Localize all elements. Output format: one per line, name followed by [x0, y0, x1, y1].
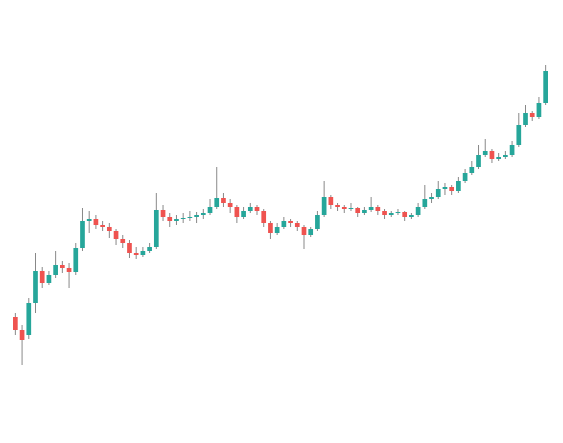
candle-body: [348, 208, 354, 209]
candle-body: [536, 103, 542, 117]
candle-body: [180, 218, 186, 219]
candle-body: [388, 213, 394, 215]
candle-body: [113, 231, 119, 239]
candle-body: [435, 189, 441, 197]
candle-body: [200, 213, 206, 215]
candle-body: [469, 167, 475, 173]
candle-body: [341, 207, 347, 209]
candle-body: [80, 221, 85, 248]
candle-body: [476, 155, 481, 167]
candle-body: [489, 151, 495, 159]
candle-body: [160, 210, 166, 217]
candle-body: [234, 207, 240, 217]
candle-body: [19, 330, 25, 340]
candle-body: [86, 219, 92, 221]
candle-body: [73, 248, 79, 272]
candle-body: [221, 198, 226, 203]
candle-body: [174, 219, 179, 221]
candle-body: [375, 207, 381, 211]
candle-body: [140, 251, 146, 255]
candle-body: [496, 157, 502, 159]
candle-body: [93, 219, 99, 225]
candle-body: [261, 211, 267, 223]
candle-body: [268, 223, 273, 233]
candle-body: [523, 113, 528, 125]
candle-body: [39, 271, 45, 283]
candle-body: [368, 207, 374, 210]
candle-body: [503, 155, 508, 157]
candle-body: [147, 247, 152, 251]
candle-body: [106, 227, 112, 231]
candle-body: [362, 210, 367, 213]
candle-body: [462, 173, 468, 181]
candle-body: [187, 217, 193, 218]
candle-body: [153, 210, 159, 247]
candle-body: [247, 207, 253, 211]
candle-body: [100, 225, 105, 227]
candle-body: [281, 221, 287, 227]
candle-body: [355, 208, 361, 213]
candle-body: [382, 211, 387, 215]
candle-body: [133, 253, 139, 255]
candle-body: [456, 181, 461, 191]
candle-body: [53, 265, 58, 275]
candle-body: [516, 125, 522, 145]
candle-body: [395, 212, 401, 213]
candle-body: [214, 198, 220, 207]
candle-body: [529, 113, 535, 117]
candle-body: [241, 211, 246, 217]
candle-body: [59, 265, 65, 268]
candle-body: [46, 275, 52, 283]
candle-body: [167, 217, 173, 221]
candle-body: [308, 229, 314, 235]
candle-body: [402, 212, 408, 217]
candle-body: [509, 145, 515, 155]
candle-body: [66, 268, 72, 272]
candle-body: [321, 197, 327, 215]
candle-body: [120, 239, 126, 243]
candle-body: [415, 207, 421, 215]
candle-body: [127, 243, 132, 253]
candle-body: [301, 227, 307, 235]
candle-body: [328, 197, 334, 205]
candle-body: [227, 203, 233, 207]
candle-body: [13, 317, 18, 330]
candle-body: [288, 221, 293, 223]
candle-body: [482, 151, 488, 155]
candle-body: [207, 207, 213, 213]
candle-body: [194, 215, 199, 217]
candle-body: [335, 205, 340, 207]
candle-body: [543, 71, 548, 103]
candle-body: [26, 303, 32, 335]
candle-body: [294, 223, 300, 227]
candle-body: [315, 215, 320, 229]
candle-body: [33, 271, 38, 303]
candle-body: [449, 187, 455, 191]
candle-body: [254, 207, 260, 211]
candle-body: [429, 197, 434, 199]
candle-body: [422, 199, 428, 207]
candle-body: [442, 187, 448, 189]
candle-body: [274, 227, 280, 233]
candle-body: [409, 215, 414, 217]
